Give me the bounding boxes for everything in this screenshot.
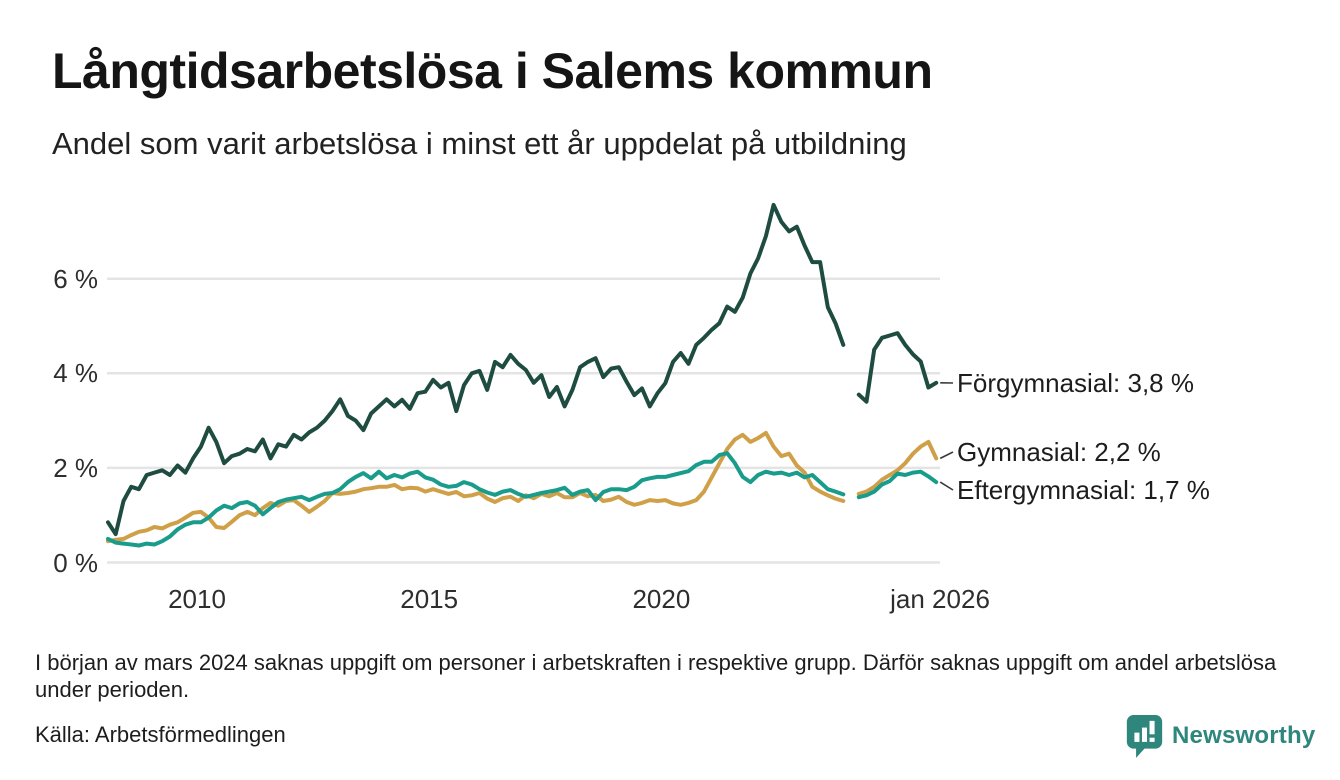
series-end-label-eftergymnasial: Eftergymnasial: 1,7 % — [957, 475, 1210, 505]
y-axis-tick-label: 4 % — [53, 358, 98, 389]
x-axis-tick-label: 2010 — [168, 584, 226, 614]
chart-subtitle: Andel som varit arbetslösa i minst ett å… — [52, 126, 907, 161]
footnote-text: I början av mars 2024 saknas uppgift om … — [35, 650, 1277, 702]
series-line-gymnasial — [106, 430, 939, 544]
y-axis-tick-label: 6 % — [53, 263, 98, 294]
x-axis-tick-label: 2020 — [632, 584, 691, 614]
source-text: Källa: Arbetsförmedlingen — [35, 722, 286, 747]
newsworthy-logo: Newsworthy — [1126, 714, 1315, 758]
label-connector — [939, 481, 954, 491]
newsworthy-wordmark: Newsworthy — [1172, 722, 1316, 749]
series-line-eftergymnasial — [106, 451, 939, 548]
x-axis-tick-label: jan 2026 — [890, 584, 990, 614]
y-axis-tick-label: 2 % — [53, 452, 98, 483]
y-axis-tick-label: 0 % — [53, 547, 98, 578]
page-title: Långtidsarbetslösa i Salems kommun — [52, 43, 933, 99]
series-end-label-gymnasial: Gymnasial: 2,2 % — [957, 437, 1161, 467]
newsworthy-icon — [1126, 714, 1163, 758]
x-axis-tick-label: 2015 — [400, 584, 459, 614]
series-end-label-forgymnasial: Förgymnasial: 3,8 % — [957, 368, 1194, 398]
series-line-förgymnasial — [106, 202, 939, 537]
label-connector — [939, 451, 954, 460]
